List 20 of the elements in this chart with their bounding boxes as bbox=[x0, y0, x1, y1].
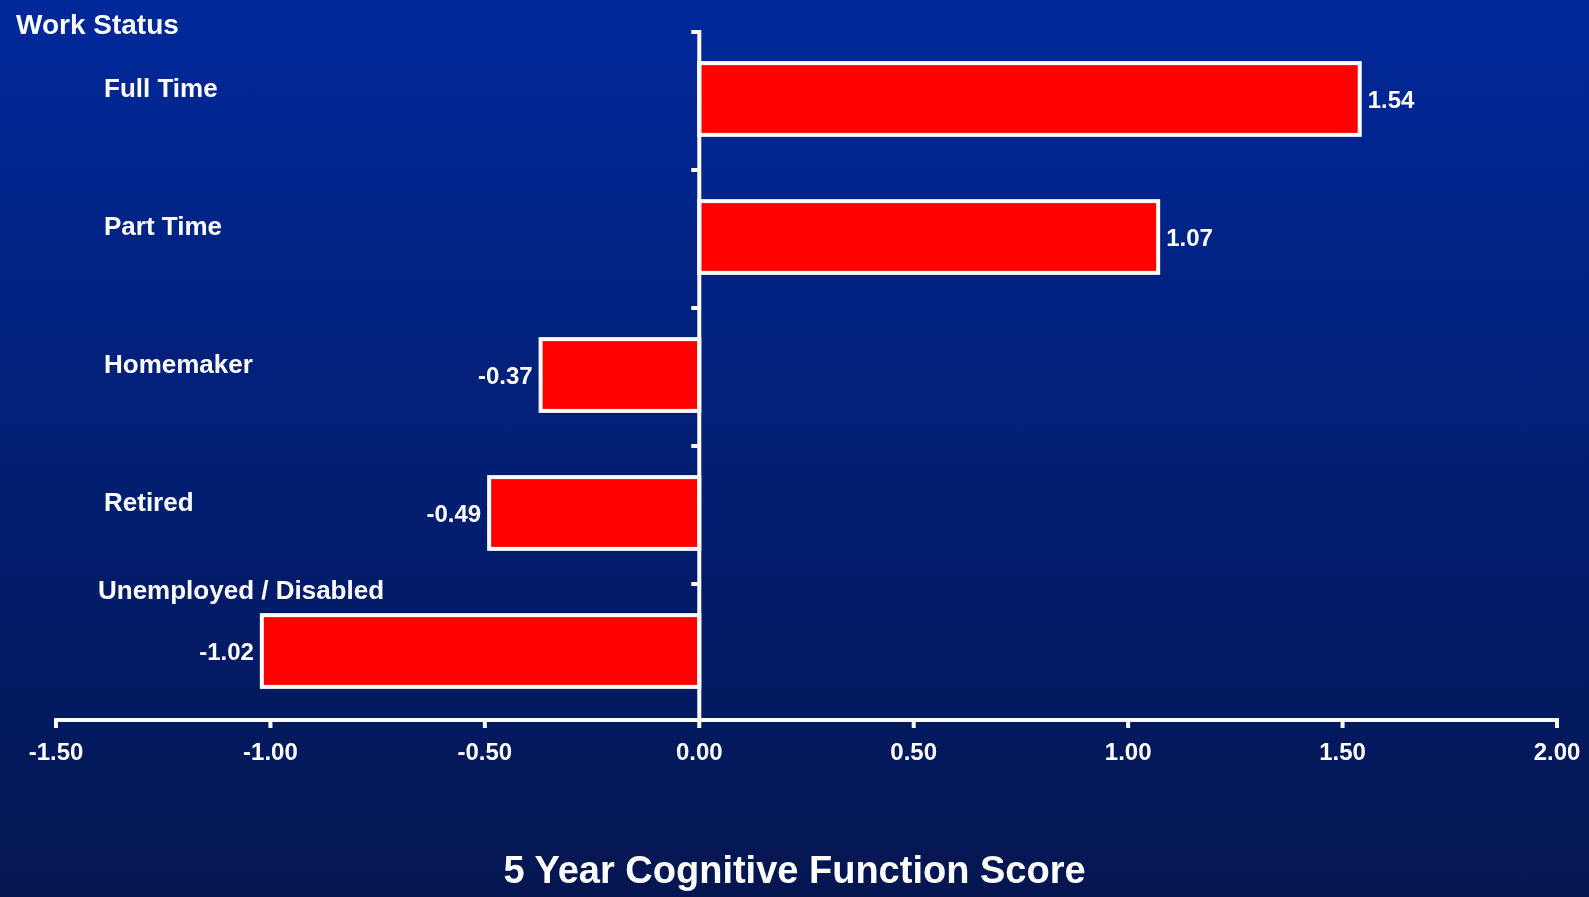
x-tick-label: -1.00 bbox=[243, 738, 298, 765]
data-label: -1.02 bbox=[199, 638, 254, 665]
x-axis-title: 5 Year Cognitive Function Score bbox=[503, 849, 1086, 891]
y-tick-label: Full Time bbox=[104, 73, 218, 103]
y-axis-title: Work Status bbox=[16, 9, 179, 40]
data-label: 1.54 bbox=[1367, 86, 1416, 113]
y-tick-label: Retired bbox=[104, 487, 194, 517]
data-label: -0.37 bbox=[477, 362, 533, 389]
data-label: -0.49 bbox=[426, 500, 482, 527]
x-tick-label: -0.50 bbox=[457, 738, 513, 765]
data-label: 1.07 bbox=[1166, 224, 1213, 251]
x-tick-label: 1.50 bbox=[1319, 738, 1366, 765]
y-tick-label: Homemaker bbox=[104, 349, 253, 379]
x-tick-label: 1.00 bbox=[1104, 738, 1152, 765]
x-tick-label: 0.00 bbox=[675, 738, 723, 765]
x-tick-label: 2.00 bbox=[1533, 738, 1581, 765]
y-tick-label: Part Time bbox=[104, 211, 223, 241]
x-tick-label: 0.50 bbox=[890, 738, 938, 765]
x-tick-label: -1.50 bbox=[28, 738, 84, 765]
y-tick-label: Unemployed / Disabled bbox=[98, 574, 385, 605]
